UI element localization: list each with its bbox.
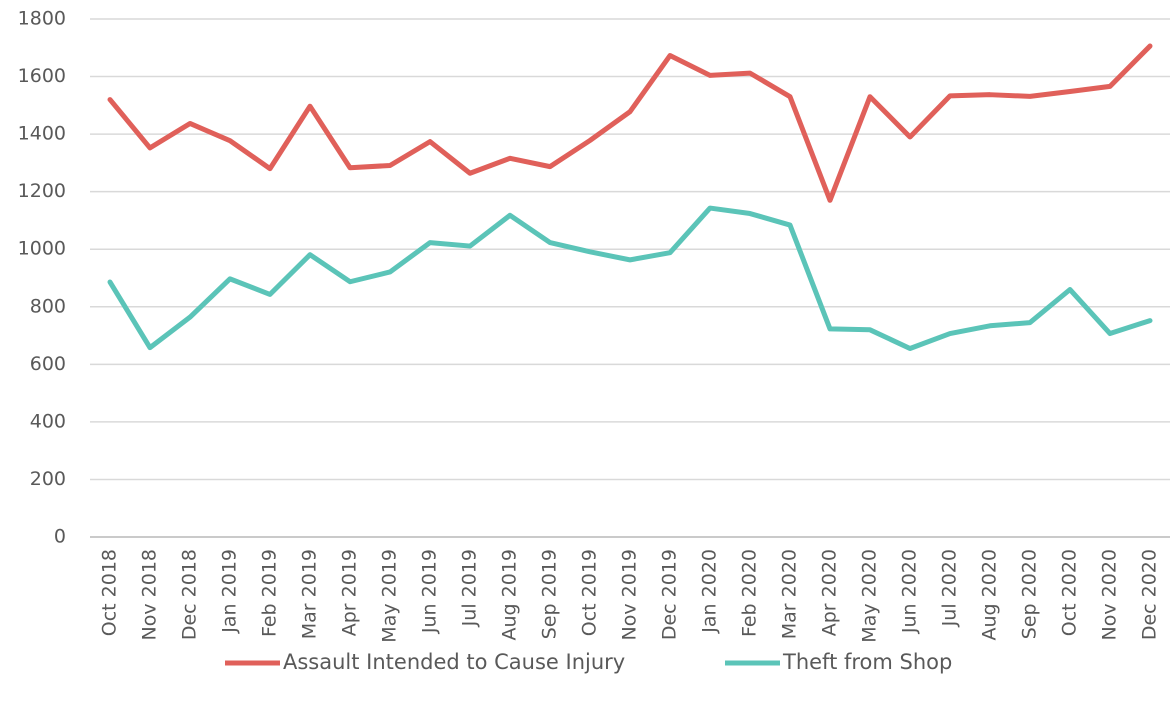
- legend-label: Assault Intended to Cause Injury: [283, 650, 625, 674]
- x-tick-label: May 2020: [859, 549, 881, 643]
- x-tick-label: Jan 2020: [699, 549, 721, 634]
- x-tick-label: Oct 2020: [1059, 549, 1081, 636]
- x-tick-label: Jul 2019: [459, 549, 481, 627]
- x-tick-label: Sep 2020: [1019, 549, 1041, 639]
- x-tick-label: Feb 2020: [739, 549, 761, 637]
- x-tick-label: Aug 2020: [979, 549, 1001, 641]
- y-tick-label: 600: [30, 353, 66, 375]
- x-tick-label: Nov 2018: [139, 549, 161, 640]
- x-tick-label: Jun 2019: [419, 549, 441, 634]
- data-line: [107, 205, 1153, 352]
- x-tick-label: Apr 2020: [819, 549, 841, 636]
- y-tick-label: 1600: [18, 65, 66, 87]
- x-tick-label: Mar 2019: [299, 549, 321, 639]
- x-tick-label: Feb 2019: [259, 549, 281, 637]
- x-tick-label: Sep 2019: [539, 549, 561, 639]
- x-tick-label: Dec 2020: [1139, 549, 1161, 640]
- x-tick-label: Nov 2019: [619, 549, 641, 640]
- y-tick-label: 0: [54, 526, 66, 548]
- x-tick-label: Jan 2019: [219, 549, 241, 634]
- y-tick-label: 1000: [18, 238, 66, 260]
- legend-item: Theft from Shop: [725, 650, 952, 674]
- x-tick-label: Jun 2020: [899, 549, 921, 634]
- y-tick-label: 1400: [18, 123, 66, 145]
- x-tick-label: Dec 2018: [179, 549, 201, 640]
- x-tick-label: Mar 2020: [779, 549, 801, 639]
- legend-item: Assault Intended to Cause Injury: [225, 650, 625, 674]
- y-tick-label: 1800: [18, 8, 66, 30]
- y-tick-label: 1200: [18, 180, 66, 202]
- legend-label: Theft from Shop: [782, 650, 952, 674]
- x-tick-label: Oct 2018: [99, 549, 121, 636]
- y-tick-label: 200: [30, 468, 66, 490]
- data-line: [107, 43, 1153, 203]
- x-tick-label: Oct 2019: [579, 549, 601, 636]
- x-tick-label: Nov 2020: [1099, 549, 1121, 640]
- x-tick-label: May 2019: [379, 549, 401, 643]
- x-tick-label: Dec 2019: [659, 549, 681, 640]
- y-tick-label: 800: [30, 295, 66, 317]
- x-tick-label: Jul 2020: [939, 549, 961, 627]
- y-tick-label: 400: [30, 410, 66, 432]
- x-tick-label: Apr 2019: [339, 549, 361, 636]
- x-tick-label: Aug 2019: [499, 549, 521, 641]
